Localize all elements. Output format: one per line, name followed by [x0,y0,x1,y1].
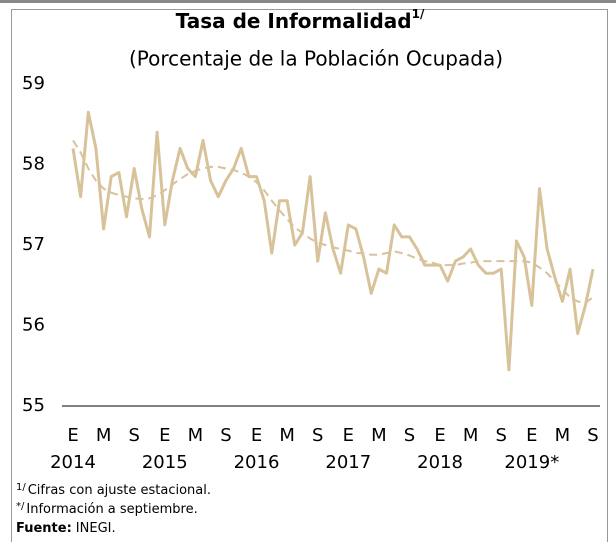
x-tick-label: E [526,425,537,446]
x-tick-label: E [343,425,354,446]
title-text: Tasa de Informalidad [176,9,412,33]
footnote: */Información a septiembre. [16,501,198,517]
footnote-text: Información a septiembre. [26,502,197,517]
frame [11,9,608,542]
x-group-label: 2018 [417,452,463,473]
chart-subtitle: (Porcentaje de la Población Ocupada) [129,47,503,71]
x-tick-label: S [404,425,415,446]
footnote-text: Cifras con ajuste estacional. [28,483,211,498]
x-tick-label: E [159,425,170,446]
x-group-label: 2019* [504,452,559,473]
x-tick-label: E [67,425,78,446]
title-note: 1/ [412,7,425,21]
trend-line [72,139,594,304]
data-line [71,110,595,372]
x-tick-label: S [587,425,598,446]
source-text: INEGI. [76,521,116,536]
x-tick-label: M [188,425,204,446]
x-tick-label: E [434,425,445,446]
x-tick-label: S [220,425,231,446]
x-tick-label: S [312,425,323,446]
x-tick-label: S [128,425,139,446]
chart-title: Tasa de Informalidad1/ [176,7,425,33]
y-tick-label: 58 [22,154,45,175]
y-tick-label: 57 [22,234,45,255]
x-group-label: 2017 [325,452,371,473]
y-tick-label: 56 [22,315,45,336]
x-group-label: 2015 [142,452,188,473]
footnote-mark: */ [16,501,25,512]
footnote: 1/Cifras con ajuste estacional. [16,482,211,498]
top-rule [0,0,616,3]
x-tick-label: S [496,425,507,446]
x-tick-label: E [251,425,262,446]
footnote-mark: 1/ [16,482,26,493]
source-label: Fuente: [16,521,72,536]
x-group-label: 2016 [234,452,280,473]
x-tick-label: M [463,425,479,446]
x-tick-label: M [96,425,112,446]
x-tick-label: M [555,425,571,446]
source: Fuente: INEGI. [16,521,116,536]
x-tick-label: M [279,425,295,446]
x-tick-label: M [371,425,387,446]
y-tick-label: 59 [22,73,45,94]
y-tick-label: 55 [22,395,45,416]
x-group-label: 2014 [50,452,96,473]
